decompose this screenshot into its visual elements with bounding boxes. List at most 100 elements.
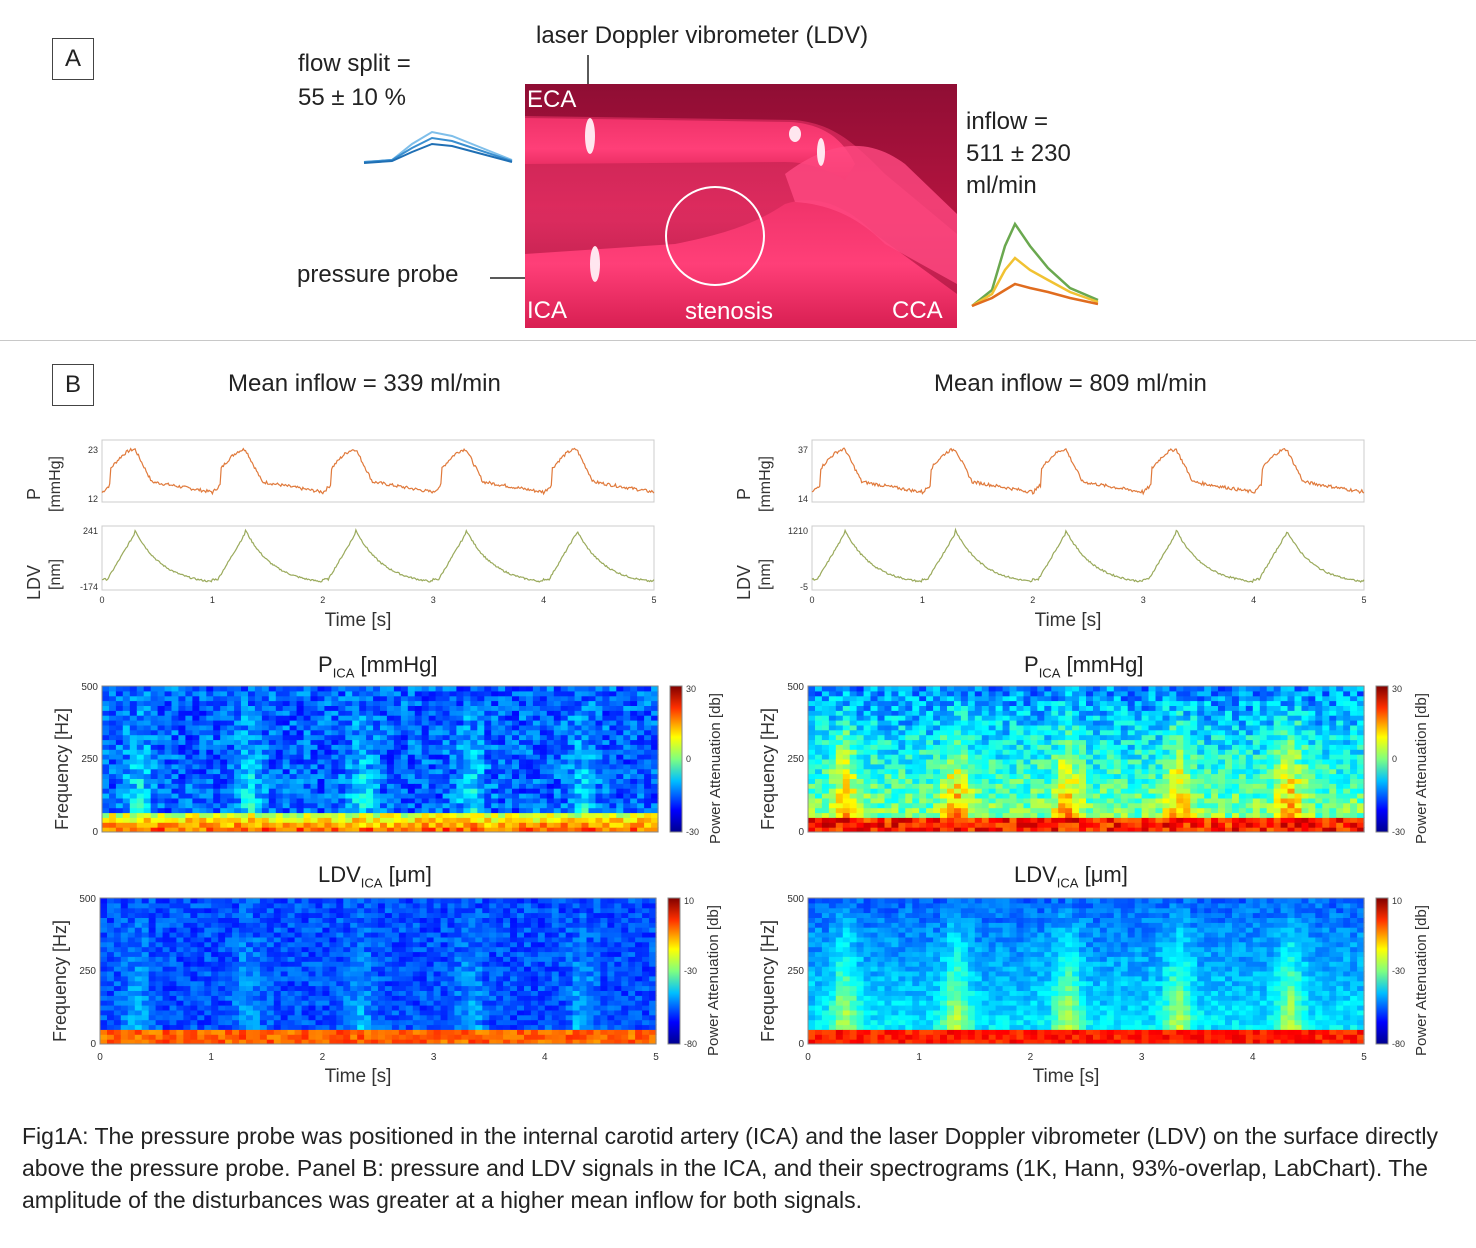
spectrogram-cell bbox=[616, 724, 624, 731]
spectrogram-cell bbox=[856, 749, 865, 755]
spectrogram-cell bbox=[595, 705, 603, 711]
spectrogram-cell bbox=[1301, 759, 1309, 765]
spectrogram-cell bbox=[1308, 705, 1316, 711]
spectrogram-cell bbox=[1294, 686, 1302, 692]
spectrogram-cell bbox=[1329, 812, 1337, 818]
spectrogram-cell bbox=[421, 710, 430, 716]
spectrogram-cell bbox=[519, 807, 527, 814]
spectrogram-cell bbox=[234, 724, 242, 731]
spectrogram-cell bbox=[254, 690, 263, 697]
spectrogram-cell bbox=[122, 768, 131, 775]
spectrogram-cell bbox=[275, 788, 284, 794]
spectrogram-cell bbox=[338, 700, 346, 706]
spectrogram-cell bbox=[1134, 695, 1143, 702]
spectrogram-cell bbox=[122, 734, 131, 741]
spectrogram-cell bbox=[821, 734, 830, 741]
spectrogram-cell bbox=[891, 793, 899, 799]
spectrogram-cell bbox=[164, 788, 173, 794]
spectrogram-cell bbox=[296, 797, 305, 804]
spectrogram-cell bbox=[1336, 822, 1344, 828]
spectrogram-cell bbox=[512, 744, 520, 750]
spectrogram-cell bbox=[1280, 773, 1289, 779]
spectrogram-cell bbox=[241, 788, 249, 794]
spectrogram-cell bbox=[324, 797, 332, 804]
spectrogram-cell bbox=[863, 754, 872, 760]
spectrogram-cell bbox=[380, 715, 388, 721]
spectrogram-cell bbox=[303, 827, 312, 833]
spectrogram-cell bbox=[884, 773, 892, 779]
spectrogram-cell bbox=[393, 783, 402, 789]
spectrogram-cell bbox=[1273, 686, 1282, 692]
spectrogram-cell bbox=[981, 749, 990, 755]
spectrogram-cell bbox=[1093, 734, 1101, 741]
spectrogram-cell bbox=[248, 793, 256, 799]
spec-title-unit: [mmHg] bbox=[354, 652, 438, 677]
spectrogram-cell bbox=[477, 754, 485, 760]
spectrogram-cell bbox=[241, 773, 249, 779]
spectrogram-cell bbox=[115, 778, 124, 784]
spectrogram-cell bbox=[1072, 812, 1080, 818]
spectrogram-cell bbox=[947, 817, 955, 823]
spectrogram-cell bbox=[213, 729, 221, 736]
spectrogram-cell bbox=[143, 797, 152, 804]
spectrogram-cell bbox=[1016, 695, 1024, 702]
spectrogram-cell bbox=[1106, 739, 1115, 745]
spectrogram-cell bbox=[637, 720, 645, 726]
spectrogram-cell bbox=[1127, 807, 1136, 814]
spectrogram-cell bbox=[595, 686, 603, 692]
spectrogram-cell bbox=[359, 812, 367, 818]
spectrogram-cell bbox=[400, 768, 409, 775]
spectrogram-cell bbox=[912, 763, 920, 770]
spectrogram-cell bbox=[1099, 793, 1108, 799]
spectrogram-cell bbox=[637, 773, 645, 779]
spectrogram-cell bbox=[150, 783, 159, 789]
spectrogram-cell bbox=[637, 797, 645, 804]
spectrogram-cell bbox=[519, 715, 527, 721]
spectrogram-cell bbox=[1322, 797, 1330, 804]
spectrogram-cell bbox=[981, 744, 990, 750]
spectrogram-cell bbox=[386, 759, 395, 765]
spectrogram-cell bbox=[940, 744, 948, 750]
spectrogram-cell bbox=[644, 807, 652, 814]
spectrogram-cell bbox=[1099, 749, 1108, 755]
spectrogram-cell bbox=[310, 788, 318, 794]
spectrogram-cell bbox=[947, 763, 955, 770]
spectrogram-cell bbox=[644, 720, 652, 726]
spectrogram-cell bbox=[380, 797, 388, 804]
spectrogram-cell bbox=[981, 739, 990, 745]
spectrogram-cell bbox=[1086, 778, 1094, 784]
spectrogram-cell bbox=[1065, 686, 1073, 692]
spectrogram-cell bbox=[884, 822, 892, 828]
spectrogram-cell bbox=[532, 754, 541, 760]
spectrogram-cell bbox=[1155, 802, 1163, 809]
spectrogram-cell bbox=[393, 793, 402, 799]
spectrogram-cell bbox=[1329, 724, 1337, 731]
spectrogram-cell bbox=[1294, 822, 1302, 828]
spectrogram-cell bbox=[835, 695, 844, 702]
spectrogram-cell bbox=[995, 739, 1004, 745]
spectrogram-cell bbox=[227, 720, 235, 726]
spectrogram-cell bbox=[442, 759, 451, 765]
spectrogram-cell bbox=[630, 807, 638, 814]
spectrogram-cell bbox=[505, 710, 513, 716]
spectrogram-cell bbox=[574, 754, 583, 760]
spectrogram-cell bbox=[1287, 778, 1295, 784]
spectrogram-cell bbox=[1002, 783, 1011, 789]
spectrogram-cell bbox=[157, 778, 166, 784]
spectrogram-cell bbox=[1197, 763, 1205, 770]
spectrogram-cell bbox=[143, 822, 152, 828]
spectrogram-cell bbox=[1051, 788, 1059, 794]
spectrogram-cell bbox=[157, 822, 166, 828]
spectrogram-cell bbox=[595, 749, 603, 755]
spectrogram-cell bbox=[1252, 807, 1261, 814]
spectrogram-cell bbox=[1280, 763, 1289, 770]
spectrogram-cell bbox=[1280, 695, 1289, 702]
spectrogram-cell bbox=[157, 783, 166, 789]
spectrogram-cell bbox=[1162, 720, 1170, 726]
spectrogram-cell bbox=[303, 763, 312, 770]
spectrogram-cell bbox=[1106, 690, 1115, 697]
spectrogram-cell bbox=[870, 754, 878, 760]
spectrogram-cell bbox=[254, 744, 263, 750]
spectrogram-cell bbox=[856, 827, 865, 833]
